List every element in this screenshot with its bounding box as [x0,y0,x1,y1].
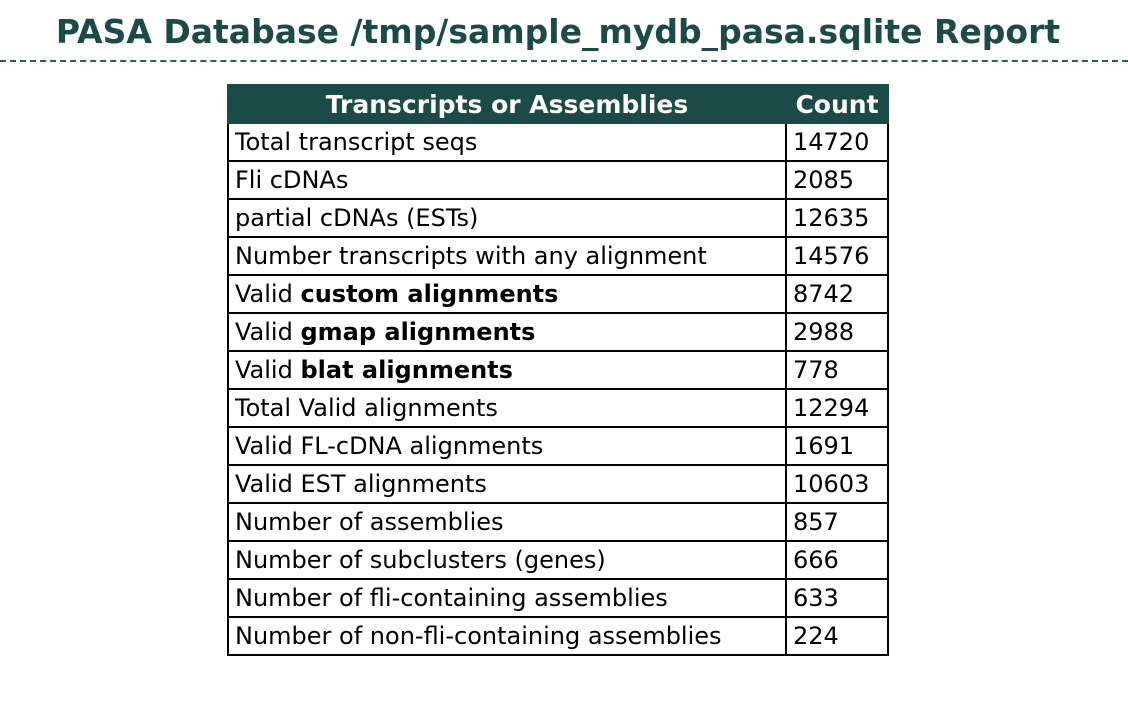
row-label-text: Number transcripts with any alignment [235,242,707,270]
table-row: Number of assemblies 857 [227,502,889,542]
table-header-row: Transcripts or Assemblies Count [227,84,889,124]
row-label: Total transcript seqs [227,122,787,162]
table-row: Total Valid alignments 12294 [227,388,889,428]
row-label-bold: custom alignments [300,280,559,308]
table-row: Fli cDNAs 2085 [227,160,889,200]
row-label: Number of fli-containing assemblies [227,578,787,618]
table-row: Valid custom alignments 8742 [227,274,889,314]
table-row: Valid blat alignments 778 [227,350,889,390]
row-label-bold: gmap alignments [300,318,536,346]
row-label-text: Number of fli-containing assemblies [235,584,668,612]
table-row: partial cDNAs (ESTs) 12635 [227,198,889,238]
row-label: Number transcripts with any alignment [227,236,787,276]
page-title: PASA Database /tmp/sample_mydb_pasa.sqli… [55,12,1061,51]
row-label-text: Valid EST alignments [235,470,487,498]
row-count: 8742 [785,274,889,314]
column-header-count: Count [785,84,889,124]
row-label-text: Number of subclusters (genes) [235,546,606,574]
row-label-text: partial cDNAs (ESTs) [235,204,479,232]
column-header-label: Transcripts or Assemblies [227,84,787,124]
title-divider [0,60,1128,62]
row-count: 666 [785,540,889,580]
row-count: 2085 [785,160,889,200]
table-row: Number of non-fli-containing assemblies … [227,616,889,656]
row-label: Number of subclusters (genes) [227,540,787,580]
row-label-text: Number of assemblies [235,508,504,536]
row-count: 12635 [785,198,889,238]
row-count: 633 [785,578,889,618]
row-label-text: Valid [235,356,301,384]
row-count: 778 [785,350,889,390]
row-label: Number of non-fli-containing assemblies [227,616,787,656]
table-row: Valid gmap alignments 2988 [227,312,889,352]
row-label-bold: blat alignments [300,356,513,384]
row-label: Valid FL-cDNA alignments [227,426,787,466]
row-label-text: Total Valid alignments [235,394,498,422]
row-count: 857 [785,502,889,542]
table-row: Total transcript seqs 14720 [227,122,889,162]
row-count: 2988 [785,312,889,352]
row-label: Total Valid alignments [227,388,787,428]
row-count: 1691 [785,426,889,466]
row-label: Valid EST alignments [227,464,787,504]
row-count: 10603 [785,464,889,504]
row-label: partial cDNAs (ESTs) [227,198,787,238]
row-label: Valid blat alignments [227,350,787,390]
row-count: 14720 [785,122,889,162]
table-row: Valid FL-cDNA alignments 1691 [227,426,889,466]
row-label: Fli cDNAs [227,160,787,200]
table-row: Number transcripts with any alignment 14… [227,236,889,276]
table-row: Number of fli-containing assemblies 633 [227,578,889,618]
row-count: 224 [785,616,889,656]
table-row: Valid EST alignments 10603 [227,464,889,504]
row-label-text: Valid [235,318,301,346]
row-label-text: Fli cDNAs [235,166,349,194]
row-label: Number of assemblies [227,502,787,542]
table-body: Total transcript seqs 14720 Fli cDNAs 20… [227,122,889,656]
row-label-text: Valid FL-cDNA alignments [235,432,544,460]
row-label-text: Valid [235,280,301,308]
report-table: Transcripts or Assemblies Count Total tr… [227,84,889,656]
row-label: Valid custom alignments [227,274,787,314]
row-label-text: Total transcript seqs [235,128,478,156]
row-label-text: Number of non-fli-containing assemblies [235,622,722,650]
row-count: 14576 [785,236,889,276]
table-row: Number of subclusters (genes) 666 [227,540,889,580]
row-count: 12294 [785,388,889,428]
row-label: Valid gmap alignments [227,312,787,352]
